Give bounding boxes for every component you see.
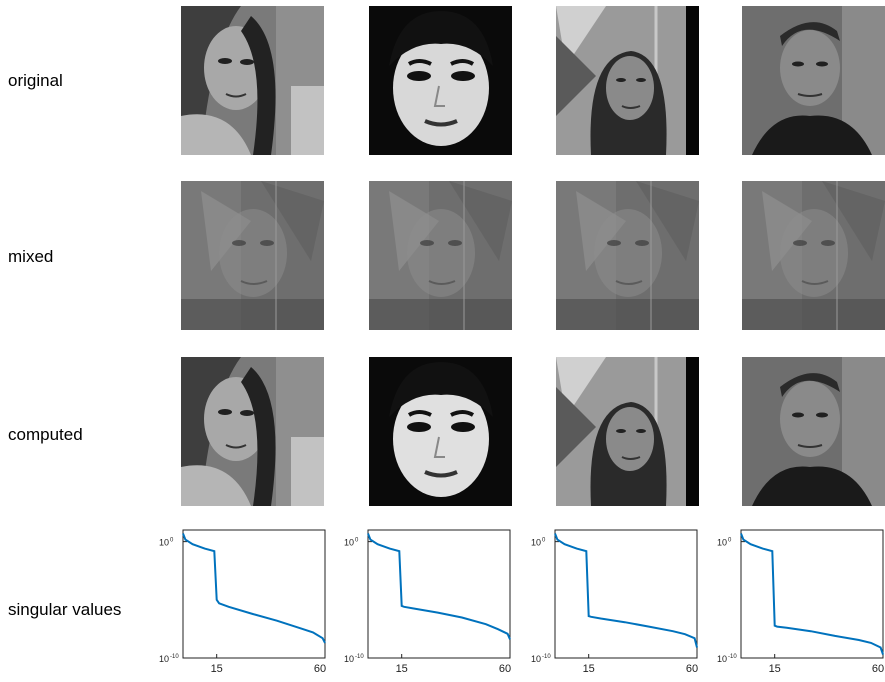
singular-value-curve (554, 533, 698, 648)
computed-image-1 (181, 357, 324, 506)
computed-image-3 (556, 357, 699, 506)
y-tick-exponent: -10 (355, 654, 364, 660)
row-label-original: original (8, 71, 63, 90)
row-label-mixed: mixed (8, 247, 54, 266)
plot-frame (740, 529, 884, 659)
x-tick-label: 60 (872, 663, 884, 675)
singular-value-curve (367, 533, 511, 640)
original-image-2 (369, 6, 512, 155)
x-tick-label: 60 (686, 663, 698, 675)
row-label-singular-values: singular values (8, 600, 122, 619)
singular-values-plot-4: 15 60 10 0 10 -10 (717, 520, 884, 675)
plot-frame (367, 529, 511, 659)
row-label-computed: computed (8, 425, 83, 444)
y-tick-label: 10 (531, 538, 541, 548)
singular-values-plot-1: 15 60 10 0 10 -10 (159, 520, 326, 675)
x-tick-label: 15 (396, 663, 408, 675)
plot-frame (554, 529, 698, 659)
y-tick-exponent: -10 (542, 654, 551, 660)
x-tick-label: 15 (769, 663, 781, 675)
original-image-3 (556, 6, 699, 155)
y-tick-exponent: 0 (355, 538, 359, 544)
singular-values-plot-2: 15 60 10 0 10 -10 (344, 520, 511, 675)
singular-value-curve (182, 533, 326, 644)
y-tick-exponent: -10 (728, 654, 737, 660)
y-tick-exponent: -10 (170, 654, 179, 660)
y-tick-label: 10 (717, 538, 727, 548)
y-tick-label: 10 (344, 654, 354, 664)
original-image-4 (742, 6, 885, 155)
y-tick-exponent: 0 (728, 538, 732, 544)
computed-image-4 (742, 357, 885, 506)
plot-frame (182, 529, 326, 659)
singular-values-plot-3: 15 60 10 0 10 -10 (531, 520, 698, 675)
original-image-1 (181, 6, 324, 155)
singular-value-curve (740, 533, 884, 655)
y-tick-label: 10 (717, 654, 727, 664)
mixed-image-4 (742, 181, 885, 330)
y-tick-exponent: 0 (542, 538, 546, 544)
y-tick-label: 10 (531, 654, 541, 664)
x-tick-label: 15 (211, 663, 223, 675)
computed-image-2 (369, 357, 512, 506)
x-tick-label: 60 (499, 663, 511, 675)
y-tick-label: 10 (344, 538, 354, 548)
y-tick-label: 10 (159, 654, 169, 664)
x-tick-label: 60 (314, 663, 326, 675)
y-tick-label: 10 (159, 538, 169, 548)
mixed-image-2 (369, 181, 512, 330)
mixed-image-3 (556, 181, 699, 330)
x-tick-label: 15 (583, 663, 595, 675)
mixed-image-1 (181, 181, 324, 330)
y-tick-exponent: 0 (170, 538, 174, 544)
